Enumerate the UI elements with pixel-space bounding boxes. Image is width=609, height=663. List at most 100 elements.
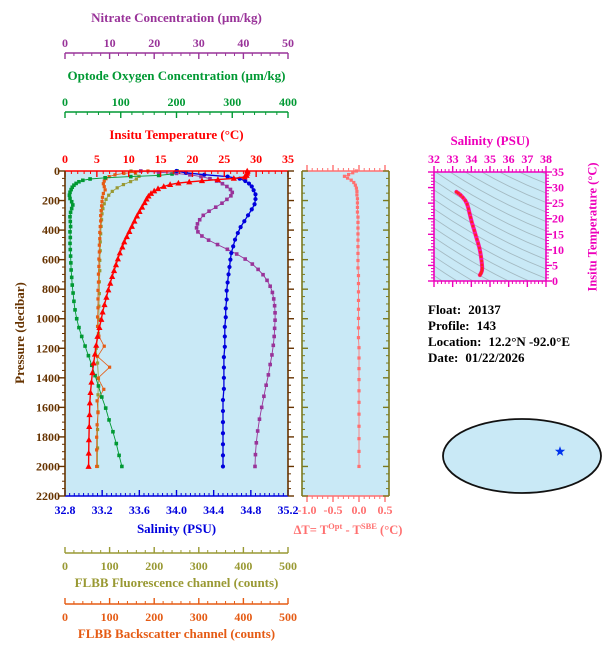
density-contour (464, 172, 546, 213)
data-point-marker (96, 324, 103, 331)
data-point-marker (85, 449, 92, 456)
data-point-marker (225, 280, 230, 285)
data-point-marker (95, 399, 99, 403)
data-point-marker (356, 336, 361, 340)
data-point-marker (342, 174, 347, 178)
data-point-marker (272, 326, 277, 331)
data-point-marker (139, 203, 146, 210)
density-contour (498, 172, 546, 194)
density-contour (434, 256, 474, 281)
data-point-marker (91, 350, 99, 357)
data-point-marker (98, 316, 105, 322)
delta-t-right-spine (383, 170, 390, 497)
data-point-marker (468, 211, 471, 215)
data-point-marker (220, 201, 224, 206)
ts-temperature-axis-tick-label: 15 (552, 227, 564, 241)
data-point-marker (102, 202, 106, 206)
delta-t-label-pre: ΔT= T (293, 523, 329, 538)
data-point-marker (228, 187, 233, 192)
data-point-marker (97, 304, 101, 308)
data-point-marker (69, 261, 73, 265)
delta-t-label-sup1: Opt (328, 521, 343, 531)
data-point-marker (87, 389, 94, 396)
density-contour (434, 180, 546, 241)
data-point-marker (73, 308, 77, 312)
data-point-marker (354, 186, 358, 190)
data-point-marker (95, 435, 99, 439)
data-point-marker (259, 405, 264, 410)
data-point-marker (349, 178, 353, 182)
data-point-marker (128, 174, 133, 179)
salinity-axis-tick-label: 32.8 (55, 503, 76, 517)
backscatter-axis-tick-label: 200 (145, 610, 163, 624)
data-point-marker (356, 238, 360, 242)
temperature-axis-tick-label: 5 (94, 152, 100, 166)
data-point-marker (98, 237, 102, 241)
data-point-marker (111, 429, 115, 434)
data-point-marker (96, 280, 101, 284)
data-point-marker (465, 203, 469, 206)
data-point-marker (356, 245, 360, 249)
temperature-axis-tick-label: 35 (282, 152, 294, 166)
data-point-marker (88, 378, 95, 385)
data-point-marker (356, 226, 360, 230)
data-point-marker (69, 199, 74, 204)
data-point-marker (232, 237, 238, 242)
ts-salinity-axis-tick-label: 34 (465, 152, 477, 166)
data-point-marker (97, 257, 101, 261)
data-point-marker (225, 197, 229, 202)
data-point-marker (478, 246, 481, 250)
data-point-marker (224, 288, 229, 293)
data-point-marker (167, 181, 174, 188)
data-point-marker (228, 257, 233, 262)
data-point-marker (201, 213, 206, 218)
profile-label: Profile: (428, 318, 470, 333)
float-value: 20137 (468, 302, 501, 317)
density-contour (518, 172, 546, 184)
data-point-marker (128, 180, 133, 184)
data-point-marker (255, 429, 260, 433)
ts-temperature-axis-tick-label: 30 (552, 181, 564, 195)
data-point-marker (114, 255, 121, 262)
location-label: Location: (428, 334, 482, 349)
temperature-axis-tick-label: 10 (123, 152, 135, 166)
data-point-marker (222, 324, 227, 329)
float-label: Float: (428, 302, 462, 317)
data-point-marker (114, 441, 119, 446)
data-point-marker (242, 219, 247, 224)
data-point-marker (245, 213, 251, 218)
data-point-marker (174, 171, 179, 176)
data-point-marker (357, 437, 361, 441)
ts-salinity-axis-title: Salinity (PSU) (450, 133, 530, 148)
pressure-axis-left-tick-label: 0 (54, 164, 60, 178)
data-point-marker (86, 399, 93, 406)
data-point-marker (224, 297, 229, 302)
data-point-marker (170, 172, 174, 176)
data-point-marker (249, 184, 254, 189)
pressure-axis-left-tick-label: 800 (42, 282, 60, 296)
data-point-marker (261, 272, 265, 277)
delta-t-bottom-axis: -1.0 -0.5 0.0 0.5 (298, 495, 393, 517)
data-point-marker (70, 283, 75, 287)
data-point-marker (96, 297, 100, 301)
oxygen-axis-tick-label: 100 (112, 95, 130, 109)
data-point-marker (94, 333, 101, 339)
data-point-marker (222, 344, 227, 349)
data-point-marker (220, 453, 226, 458)
data-point-marker (89, 369, 96, 376)
data-point-marker (221, 365, 226, 370)
pressure-axis-left-tick-label: 1400 (36, 371, 60, 385)
data-point-marker (100, 195, 105, 199)
data-point-marker (103, 188, 107, 192)
ts-salinity-axis: 32 33 34 35 36 37 38 (428, 152, 552, 173)
data-point-marker (199, 174, 203, 179)
data-point-marker (480, 259, 483, 263)
data-point-marker (229, 194, 233, 198)
pressure-axis-left-tick-label: 1200 (36, 341, 60, 355)
backscatter-axis-title: FLBB Backscatter channel (counts) (77, 626, 276, 641)
data-point-marker (355, 189, 359, 193)
data-point-marker (206, 238, 211, 242)
data-point-marker (104, 197, 108, 201)
data-point-marker (253, 464, 257, 469)
data-point-marker (355, 197, 360, 201)
